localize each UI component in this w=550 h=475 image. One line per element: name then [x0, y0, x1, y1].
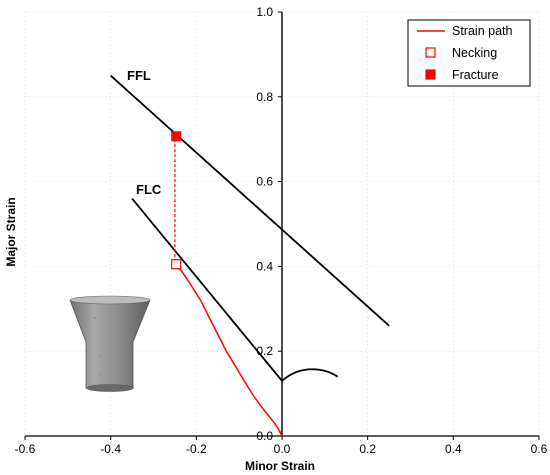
- y-tick-label: 0.2: [256, 344, 273, 358]
- flc-curve: [131, 197, 339, 383]
- x-tick-label: 0.6: [531, 442, 548, 456]
- x-tick-label: 0.4: [445, 442, 462, 456]
- ffl-line: [110, 74, 390, 327]
- x-tick-label: -0.4: [100, 442, 121, 456]
- legend-strain-path-label: Strain path: [452, 24, 513, 38]
- necking-point: [171, 259, 182, 270]
- x-axis-title: Minor Strain: [245, 459, 315, 473]
- legend-fracture-label: Fracture: [452, 68, 499, 82]
- x-tick-label: 0.2: [359, 442, 376, 456]
- flc-label: FLC: [136, 182, 162, 197]
- legend-fracture-swatch: [425, 69, 436, 80]
- legend-necking-swatch: [425, 47, 436, 58]
- ffl-label: FFL: [127, 68, 151, 83]
- y-tick-label: 1.0: [256, 5, 273, 19]
- fracture-point: [171, 131, 182, 142]
- y-axis-title: Major Strain: [4, 197, 18, 266]
- legend: Strain path Necking Fracture: [407, 19, 531, 87]
- tick-labels: -0.6 -0.4 -0.2 0.0 0.2 0.4 0.6 0.0 0.2 0.4 0.6 0.8 1…: [15, 5, 548, 456]
- x-tick-label: -0.6: [15, 442, 36, 456]
- y-tick-label: 0.4: [256, 259, 273, 273]
- limit-curves: [110, 74, 390, 383]
- x-tick-label: 0.0: [274, 442, 291, 456]
- y-tick-label: 0.8: [256, 90, 273, 104]
- strain-path-line: [174, 261, 283, 437]
- specimen-image: [69, 295, 151, 392]
- y-tick-label: 0.0: [256, 429, 273, 443]
- x-tick-label: -0.2: [186, 442, 207, 456]
- y-tick-label: 0.6: [256, 175, 273, 189]
- legend-necking-label: Necking: [452, 46, 497, 60]
- data-series: [171, 131, 283, 437]
